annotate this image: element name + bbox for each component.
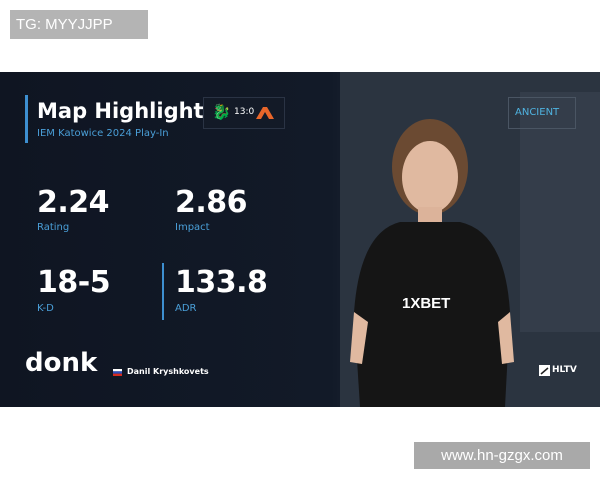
map-badge: ANCIENT: [508, 97, 576, 129]
player-photo: 1XBET: [340, 72, 600, 407]
map-highlight-banner: 1XBET Map Highlight IEM Katowice 2024 Pl…: [0, 72, 600, 407]
stat-adr-label: ADR: [175, 303, 197, 314]
stat-impact-value: 2.86: [175, 185, 248, 220]
stat-kd-value: 18-5: [37, 265, 111, 300]
stat-rating-label: Rating: [37, 222, 70, 233]
apeks-logo-icon: [256, 107, 274, 119]
hltv-brand: HLTV: [552, 365, 577, 375]
stat-rating-value: 2.24: [37, 185, 110, 220]
event-subtitle: IEM Katowice 2024 Play-In: [37, 128, 169, 139]
map-name: ANCIENT: [515, 107, 560, 118]
stat-kd-label: K-D: [37, 303, 54, 314]
stat-impact-label: Impact: [175, 222, 210, 233]
player-full-name: Danil Kryshkovets: [127, 367, 209, 376]
match-score-box: 🐉 13:0: [203, 97, 285, 129]
russia-flag-icon: [113, 369, 122, 376]
jersey-sponsor: 1XBET: [402, 295, 450, 312]
adr-accent-bar: [162, 263, 164, 320]
title-accent-bar: [25, 95, 28, 143]
page-title: Map Highlight: [37, 99, 204, 123]
bottom-watermark: www.hn-gzgx.com: [414, 442, 590, 469]
hltv-logo-icon: [539, 365, 550, 376]
team-spirit-logo-icon: 🐉: [212, 103, 231, 121]
stat-adr-value: 133.8: [175, 265, 268, 300]
match-score: 13:0: [234, 107, 255, 117]
player-nickname: donk: [25, 348, 98, 378]
top-watermark: TG: MYYJJPP: [10, 10, 148, 39]
